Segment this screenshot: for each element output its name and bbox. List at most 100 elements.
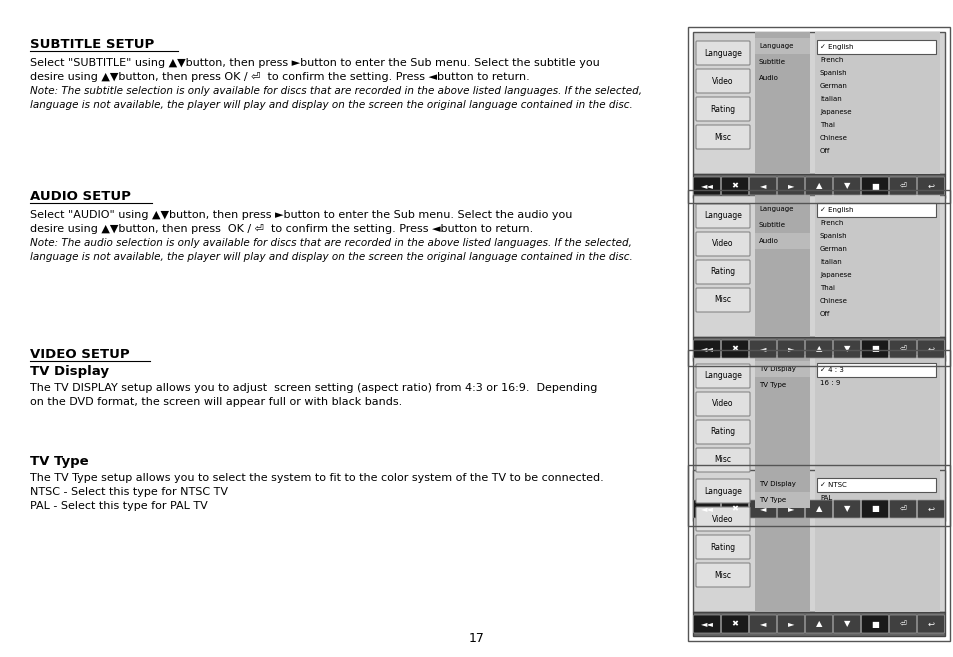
Bar <box>754 38 809 54</box>
Text: Spanish: Spanish <box>820 70 846 76</box>
FancyBboxPatch shape <box>720 500 748 518</box>
Text: ↩: ↩ <box>926 505 934 514</box>
FancyBboxPatch shape <box>861 500 887 518</box>
FancyBboxPatch shape <box>749 500 776 518</box>
Text: ►: ► <box>787 181 794 191</box>
Text: TV Type: TV Type <box>759 382 785 388</box>
FancyBboxPatch shape <box>917 615 943 633</box>
Text: The TV Type setup allows you to select the system to fit to the color system of : The TV Type setup allows you to select t… <box>30 473 603 483</box>
FancyBboxPatch shape <box>833 500 860 518</box>
Bar <box>816 363 935 377</box>
Text: language is not available, the player will play and display on the screen the or: language is not available, the player wi… <box>30 252 632 262</box>
FancyBboxPatch shape <box>804 615 832 633</box>
FancyBboxPatch shape <box>917 500 943 518</box>
Text: ◄◄: ◄◄ <box>700 344 713 353</box>
Bar <box>692 32 944 174</box>
Text: Misc: Misc <box>714 296 731 304</box>
Text: ▼: ▼ <box>842 620 849 629</box>
Text: TV Display: TV Display <box>759 481 795 487</box>
Text: Misc: Misc <box>714 455 731 464</box>
Text: Select "SUBTITLE" using ▲▼button, then press ►button to enter the Sub menu. Sele: Select "SUBTITLE" using ▲▼button, then p… <box>30 58 599 68</box>
FancyBboxPatch shape <box>861 340 887 358</box>
Text: 16 : 9: 16 : 9 <box>820 380 840 386</box>
FancyBboxPatch shape <box>696 69 749 93</box>
FancyBboxPatch shape <box>777 615 803 633</box>
Text: ✖: ✖ <box>731 181 738 191</box>
Text: AUDIO SETUP: AUDIO SETUP <box>30 190 131 203</box>
Text: Note: The audio selection is only available for discs that are recorded in the a: Note: The audio selection is only availa… <box>30 238 631 248</box>
FancyBboxPatch shape <box>696 204 749 228</box>
FancyBboxPatch shape <box>696 420 749 444</box>
Bar <box>814 355 939 497</box>
Text: ►: ► <box>787 344 794 353</box>
Bar <box>814 195 939 337</box>
FancyBboxPatch shape <box>696 260 749 284</box>
Text: ↩: ↩ <box>926 344 934 353</box>
Bar <box>816 40 935 54</box>
Text: Video: Video <box>712 240 733 248</box>
Text: ◄: ◄ <box>759 620 765 629</box>
Text: Thai: Thai <box>820 285 834 291</box>
Text: Italian: Italian <box>820 259 841 265</box>
FancyBboxPatch shape <box>696 232 749 256</box>
Text: TV Type: TV Type <box>30 455 89 468</box>
FancyBboxPatch shape <box>888 615 916 633</box>
Text: Video: Video <box>712 514 733 524</box>
Text: German: German <box>820 246 847 252</box>
Text: ⏎: ⏎ <box>899 181 905 191</box>
Bar <box>692 612 944 636</box>
Bar <box>814 470 939 612</box>
Text: Thai: Thai <box>820 122 834 128</box>
FancyBboxPatch shape <box>696 535 749 559</box>
FancyBboxPatch shape <box>833 615 860 633</box>
Text: Misc: Misc <box>714 570 731 579</box>
Bar <box>816 203 935 217</box>
Bar <box>692 174 944 198</box>
Text: ■: ■ <box>870 344 878 353</box>
FancyBboxPatch shape <box>861 615 887 633</box>
Text: ⏎: ⏎ <box>899 620 905 629</box>
Bar <box>692 337 944 361</box>
Text: ⏎: ⏎ <box>899 505 905 514</box>
FancyBboxPatch shape <box>696 479 749 503</box>
FancyBboxPatch shape <box>696 392 749 416</box>
FancyBboxPatch shape <box>693 615 720 633</box>
FancyBboxPatch shape <box>693 500 720 518</box>
FancyBboxPatch shape <box>696 364 749 388</box>
Text: Subtitle: Subtitle <box>759 59 785 65</box>
Text: ◄: ◄ <box>759 181 765 191</box>
Text: ✓ English: ✓ English <box>820 207 853 213</box>
Bar <box>692 355 944 497</box>
Text: Chinese: Chinese <box>820 135 847 141</box>
Text: Language: Language <box>759 206 793 212</box>
Bar <box>687 465 949 641</box>
FancyBboxPatch shape <box>777 340 803 358</box>
Text: ▼: ▼ <box>842 344 849 353</box>
Text: Off: Off <box>820 148 829 154</box>
Bar <box>754 195 809 337</box>
Bar <box>687 27 949 203</box>
Text: ✖: ✖ <box>731 344 738 353</box>
Bar <box>692 470 944 612</box>
Text: Note: The subtitle selection is only available for discs that are recorded in th: Note: The subtitle selection is only ava… <box>30 86 641 96</box>
FancyBboxPatch shape <box>749 177 776 195</box>
FancyBboxPatch shape <box>888 340 916 358</box>
Text: ■: ■ <box>870 505 878 514</box>
Text: ✓ 4 : 3: ✓ 4 : 3 <box>820 367 843 373</box>
Bar <box>754 492 809 508</box>
FancyBboxPatch shape <box>693 177 720 195</box>
FancyBboxPatch shape <box>833 340 860 358</box>
Text: Select "AUDIO" using ▲▼button, then press ►button to enter the Sub menu. Select : Select "AUDIO" using ▲▼button, then pres… <box>30 210 572 220</box>
Text: ✓ English: ✓ English <box>820 44 853 50</box>
FancyBboxPatch shape <box>888 500 916 518</box>
Text: Misc: Misc <box>714 133 731 141</box>
Text: VIDEO SETUP: VIDEO SETUP <box>30 348 130 361</box>
Text: ▲: ▲ <box>815 505 821 514</box>
Text: ✖: ✖ <box>731 505 738 514</box>
Text: NTSC - Select this type for NTSC TV: NTSC - Select this type for NTSC TV <box>30 487 228 497</box>
FancyBboxPatch shape <box>720 177 748 195</box>
Bar <box>816 478 935 492</box>
Bar <box>692 195 944 337</box>
FancyBboxPatch shape <box>804 500 832 518</box>
Text: ↩: ↩ <box>926 620 934 629</box>
